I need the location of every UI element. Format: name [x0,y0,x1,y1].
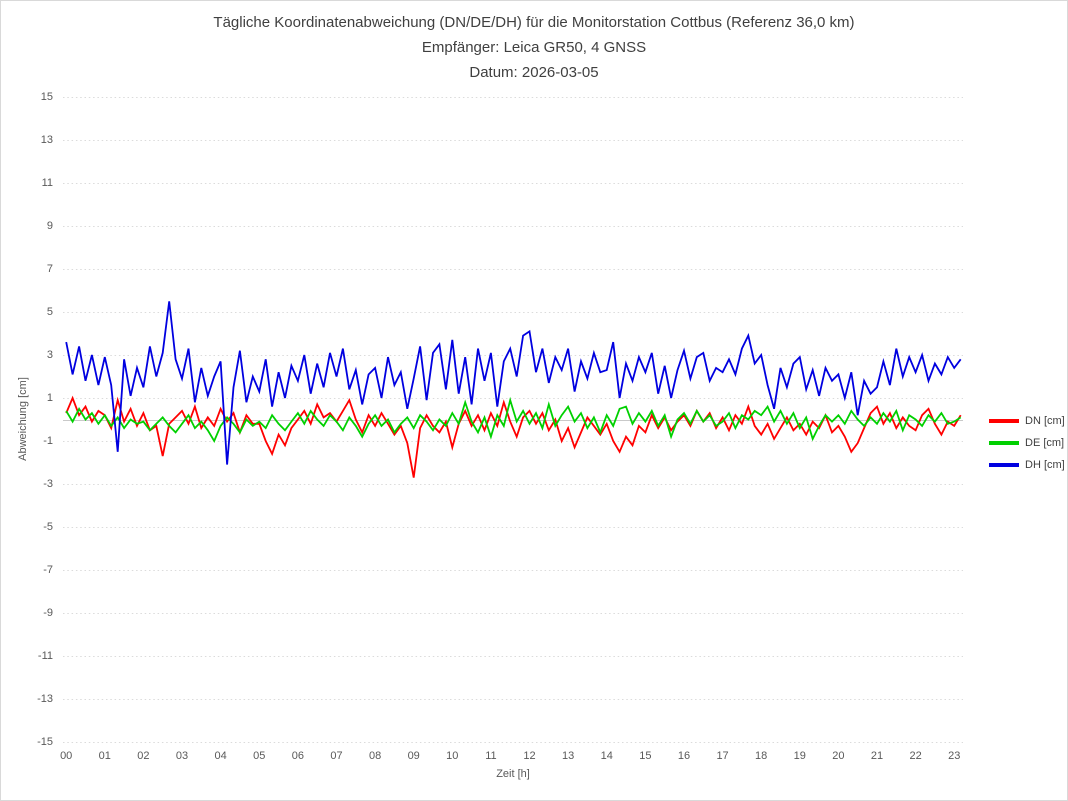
chart-title-block: Tägliche Koordinatenabweichung (DN/DE/DH… [1,10,1067,85]
y-tick-label: -13 [37,692,53,705]
y-tick-label: 11 [41,176,53,189]
legend: DN [cm] DE [cm] DH [cm] [989,410,1065,476]
y-tick-label: 5 [46,305,53,318]
y-tick-label: -9 [43,606,53,619]
y-tick-label: -11 [37,649,53,662]
y-axis-title: Abweichung [cm] [17,377,29,461]
x-tick-label: 06 [291,750,304,762]
x-tick-label: 10 [446,750,459,762]
x-tick-label: 23 [948,750,961,762]
x-tick-label: 14 [600,750,613,762]
y-tick-label: -1 [43,434,53,447]
x-tick-label: 05 [253,750,266,762]
legend-item-dn: DN [cm] [989,410,1065,432]
x-tick-label: 13 [562,750,575,762]
y-tick-label: -5 [43,520,53,533]
x-tick-label: 19 [793,750,806,762]
x-tick-label: 16 [677,750,691,762]
legend-item-dh: DH [cm] [989,454,1065,476]
x-tick-label: 15 [639,750,652,762]
x-tick-label: 09 [407,750,420,762]
x-tick-label: 04 [214,750,227,762]
legend-line-dn [989,419,1019,423]
x-tick-label: 22 [909,750,922,762]
y-tick-label: -3 [43,477,53,490]
y-tick-label: 9 [46,219,53,232]
series-line-de [65,396,962,443]
x-tick-label: 00 [60,750,73,762]
x-tick-label: 12 [523,750,536,762]
chart-subtitle-date: Datum: 2026-03-05 [469,64,599,81]
y-tick-label: 7 [46,262,53,275]
legend-label-dn: DN [cm] [1025,415,1065,427]
y-tick-label: 3 [46,348,53,361]
legend-item-de: DE [cm] [989,432,1065,454]
y-tick-label: 1 [46,391,53,404]
series-line-dh [65,301,962,465]
chart-subtitle-receiver: Empfänger: Leica GR50, 4 GNSS [421,39,647,56]
legend-label-dh: DH [cm] [1025,459,1065,471]
x-tick-label: 17 [716,750,729,762]
y-tick-label: 13 [40,133,53,146]
legend-line-de [989,441,1019,445]
x-tick-label: 08 [368,750,382,762]
y-tick-label: -7 [43,563,53,576]
x-tick-label: 03 [175,750,189,762]
legend-label-de: DE [cm] [1025,437,1065,449]
x-tick-label: 02 [137,750,150,762]
y-tick-label: 15 [40,90,53,103]
x-tick-label: 21 [870,750,884,762]
x-tick-label: 07 [330,750,343,762]
x-tick-label: 20 [832,750,845,762]
x-tick-label: 18 [755,750,768,762]
series-line-dn [65,395,962,478]
y-tick-label: -15 [37,735,53,748]
x-tick-label: 01 [98,750,111,762]
chart-title: Tägliche Koordinatenabweichung (DN/DE/DH… [213,14,855,31]
x-axis-title: Zeit [h] [496,768,530,780]
x-tick-label: 11 [485,750,497,762]
legend-line-dh [989,463,1019,467]
